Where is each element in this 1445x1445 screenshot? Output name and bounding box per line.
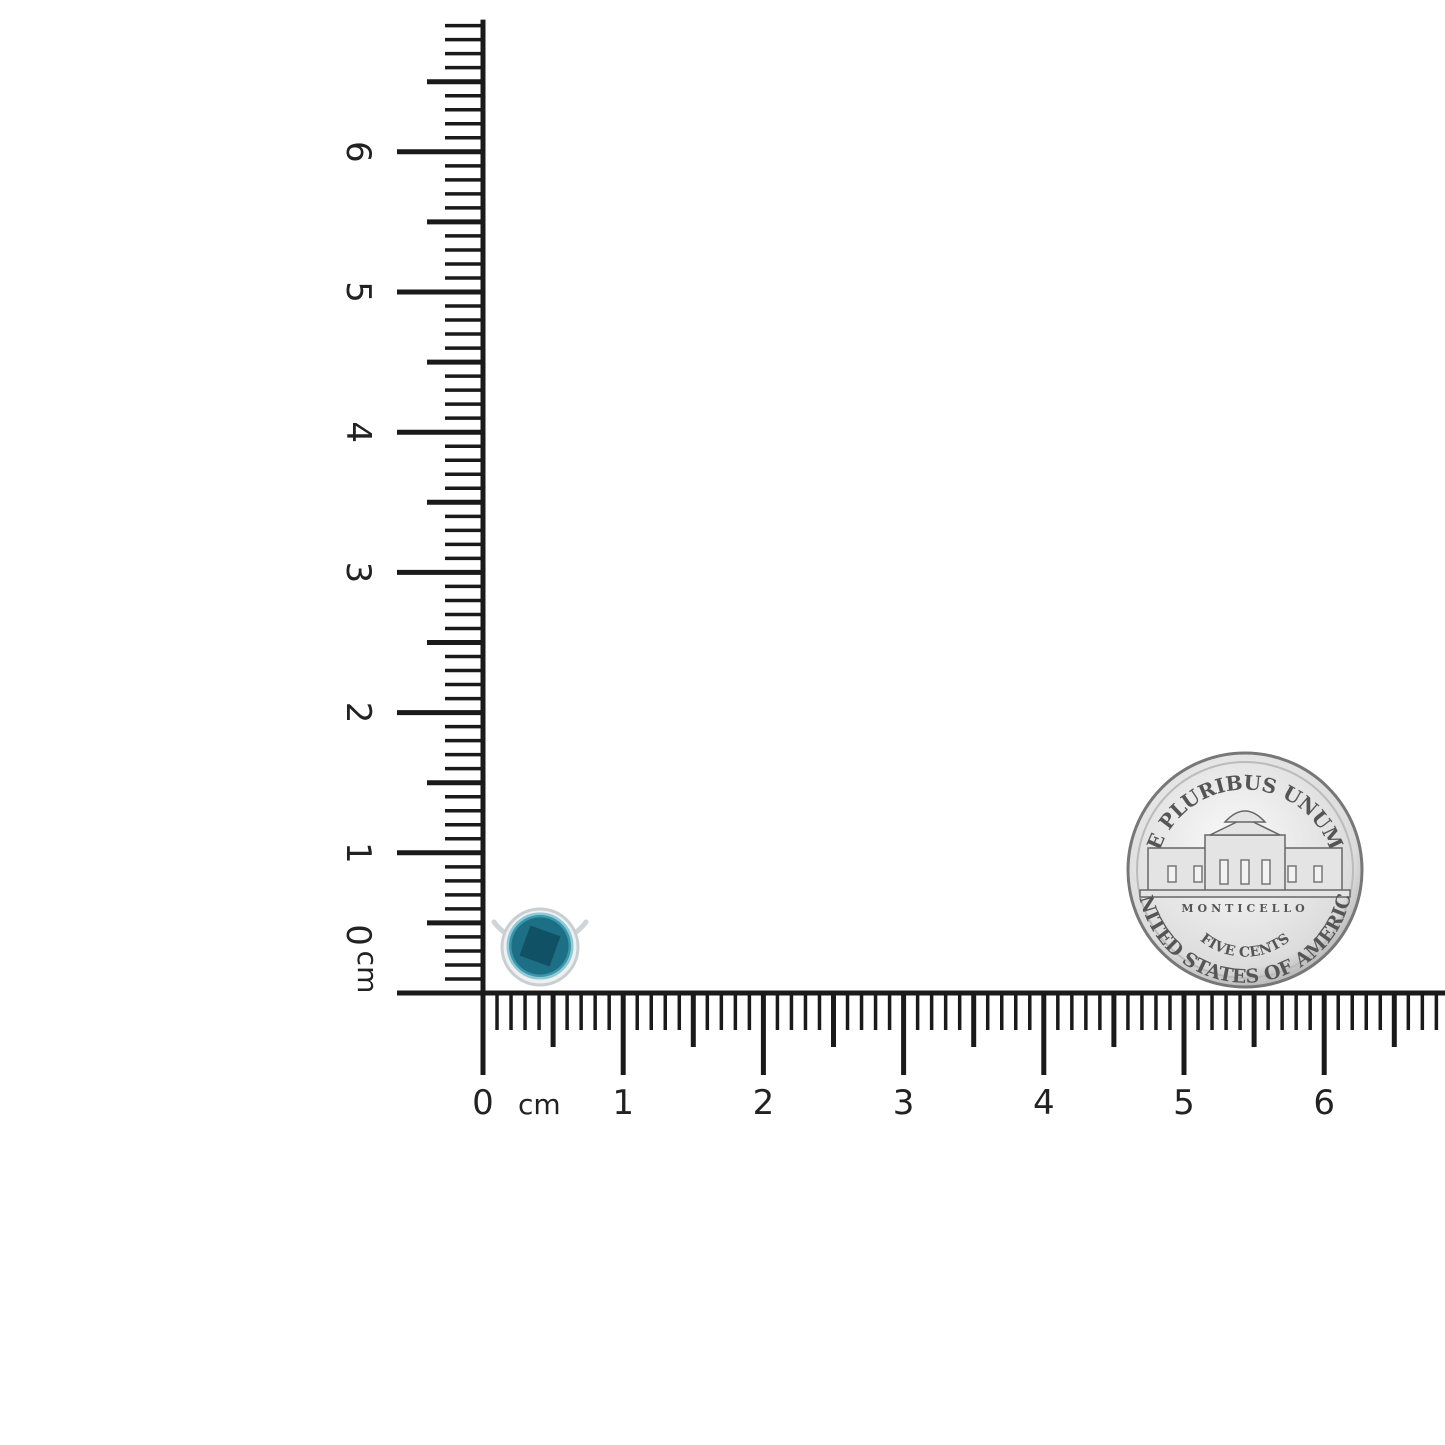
vertical-tick-label: 0 xyxy=(338,924,378,946)
nickel-coin: E PLURIBUS UNUM MONTICELLO FIVE CENTS UN… xyxy=(0,0,1364,989)
vertical-unit-label: cm xyxy=(351,951,384,994)
earring-image xyxy=(491,907,589,987)
horizontal-tick-label: 0 xyxy=(472,1083,494,1123)
horizontal-tick-label: 4 xyxy=(1033,1083,1055,1123)
building-windows xyxy=(1167,859,1323,885)
coin-building-text: MONTICELLO xyxy=(1181,902,1308,915)
vertical-tick-label: 6 xyxy=(338,141,378,163)
vertical-tick-label: 4 xyxy=(338,421,378,443)
vertical-ruler xyxy=(397,19,486,996)
diamond-rim xyxy=(506,912,574,980)
horizontal-ruler xyxy=(480,990,1445,1075)
horizontal-ruler-labels: 0 1 2 3 4 5 6 xyxy=(472,1083,1335,1123)
horizontal-unit-label: cm xyxy=(518,1088,561,1121)
vertical-tick-label: 5 xyxy=(338,281,378,303)
vertical-tick-label: 1 xyxy=(338,842,378,864)
horizontal-tick-label: 3 xyxy=(893,1083,915,1123)
vertical-ruler-labels: 0 1 2 3 4 5 6 xyxy=(338,141,378,946)
horizontal-tick-label: 6 xyxy=(1313,1083,1335,1123)
horizontal-tick-label: 5 xyxy=(1173,1083,1195,1123)
vertical-tick-label: 2 xyxy=(338,702,378,724)
vertical-tick-label: 3 xyxy=(338,562,378,584)
horizontal-tick-label: 1 xyxy=(612,1083,634,1123)
horizontal-tick-label: 2 xyxy=(753,1083,775,1123)
diamond-facet xyxy=(519,925,561,967)
